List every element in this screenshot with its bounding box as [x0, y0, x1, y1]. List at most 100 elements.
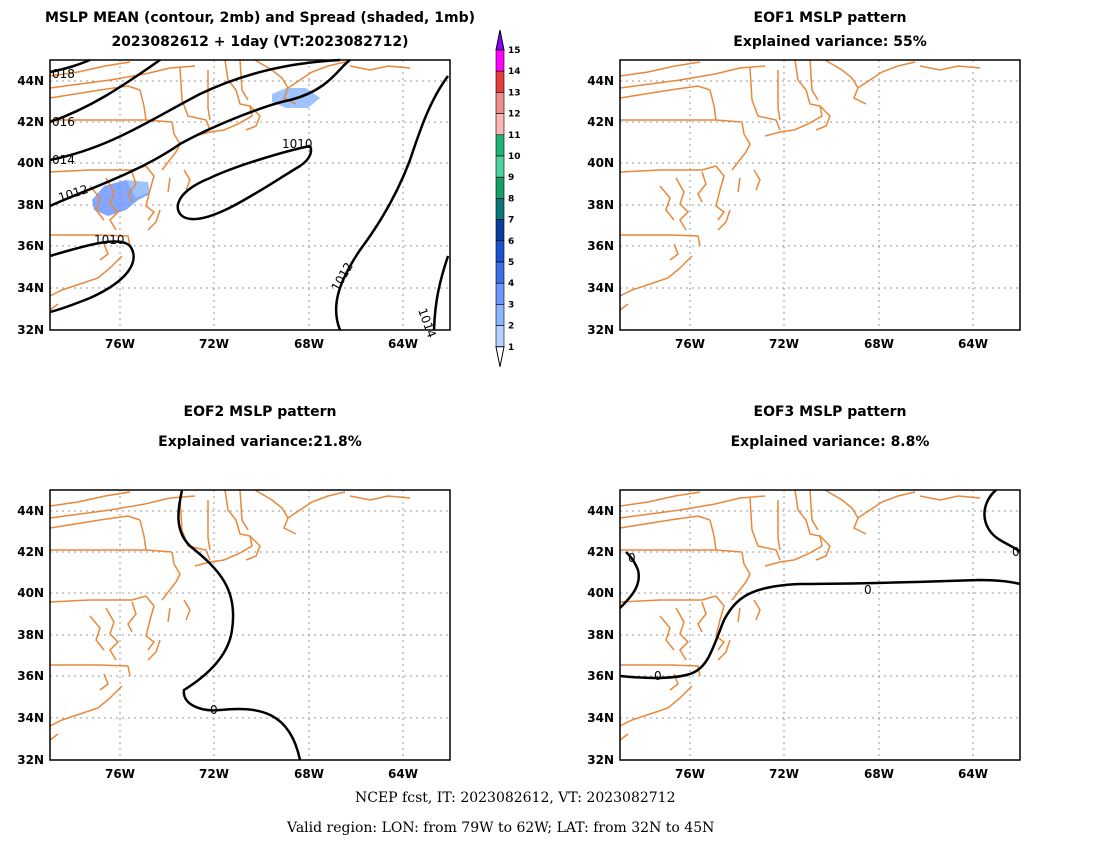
lat-tick-label: 36N	[587, 669, 614, 683]
colorbar-swatch	[495, 176, 505, 199]
colorbar-level-label: 11	[508, 131, 521, 141]
colorbar-swatch	[495, 155, 505, 178]
lat-tick-label: 38N	[17, 628, 44, 642]
lat-tick-label: 38N	[17, 198, 44, 212]
contour-1016	[49, 58, 161, 124]
contour-1010-left	[49, 240, 135, 314]
contour-1018	[49, 58, 91, 74]
lon-tick-label: 72W	[199, 767, 229, 781]
lon-tick-label: 72W	[769, 337, 799, 351]
axis-labels: 76W 72W 68W 64W 44N 42N 40N 38N 36N 34N 32N 76W 72W 6…	[17, 74, 988, 781]
colorbar-level-label: 15	[508, 46, 521, 56]
colorbar-level-label: 10	[508, 152, 521, 162]
lon-tick-label: 68W	[294, 337, 324, 351]
contour-label: 0	[864, 583, 872, 597]
lon-tick-label: 68W	[864, 337, 894, 351]
panel-title-mean-line1: MSLP MEAN (contour, 2mb) and Spread (sha…	[45, 10, 475, 26]
panel-title-eof2-line2: Explained variance:21.8%	[158, 434, 362, 450]
colorbar-swatch	[495, 240, 505, 263]
colorbar-swatch	[495, 92, 505, 114]
lat-tick-label: 40N	[17, 586, 44, 600]
lat-tick-label: 42N	[587, 545, 614, 559]
panel-title-mean-line2: 2023082612 + 1day (VT:2023082712)	[111, 34, 409, 50]
contour-1012-right	[334, 75, 450, 331]
colorbar-swatch	[495, 198, 505, 220]
lon-tick-label: 68W	[294, 767, 324, 781]
lon-tick-label: 64W	[388, 767, 418, 781]
contour-label: 0	[210, 703, 218, 717]
contour-1010-center	[176, 144, 313, 221]
spread-shading-west-outer	[126, 180, 150, 198]
lat-tick-label: 36N	[17, 239, 44, 253]
colorbar-level-label: 14	[508, 67, 521, 77]
colorbar-level-label: 2	[508, 322, 514, 332]
contour-label: 1010	[282, 137, 313, 151]
lon-tick-label: 72W	[199, 337, 229, 351]
contour-1012-left	[49, 58, 351, 208]
colorbar-swatch	[495, 304, 505, 326]
lon-tick-label: 76W	[675, 767, 705, 781]
lat-tick-label: 44N	[17, 504, 44, 518]
contour-label: 016	[52, 115, 75, 129]
colorbar-level-label: 13	[508, 88, 521, 98]
colorbar-level-label: 1	[508, 343, 514, 353]
colorbar-level-label: 3	[508, 300, 514, 310]
footer-line-2: Valid region: LON: from 79W to 62W; LAT:…	[287, 820, 715, 836]
contour-zero	[177, 489, 302, 761]
colorbar-swatch	[495, 113, 505, 136]
lat-tick-label: 44N	[17, 74, 44, 88]
lat-tick-label: 32N	[17, 753, 44, 767]
contour-zero-west	[619, 551, 641, 609]
contour-label: 1010	[94, 233, 125, 247]
panel-title-eof3-line1: EOF3 MSLP pattern	[753, 404, 907, 420]
colorbar-swatch	[495, 261, 505, 284]
lat-tick-label: 36N	[17, 669, 44, 683]
contour-zero-main	[619, 578, 1021, 680]
lon-tick-label: 64W	[958, 337, 988, 351]
panel-mslp-mean: 018 016 014 1012 1010 1010 1012 1014	[49, 58, 451, 340]
colorbar-bottom-arrow	[495, 346, 505, 367]
contour-label: 018	[52, 67, 75, 81]
panel-eof2: 0	[49, 489, 451, 761]
lon-tick-label: 64W	[388, 337, 418, 351]
contour-label: 0	[628, 551, 636, 565]
colorbar-top-arrow	[495, 29, 505, 51]
lat-tick-label: 42N	[587, 115, 614, 129]
colorbar-swatch	[495, 70, 505, 93]
lat-tick-label: 42N	[17, 115, 44, 129]
colorbar-level-label: 7	[508, 216, 514, 226]
lat-tick-label: 34N	[17, 281, 44, 295]
colorbar-level-label: 5	[508, 258, 514, 268]
panel-title-eof2-line1: EOF2 MSLP pattern	[183, 404, 337, 420]
lat-tick-label: 38N	[587, 628, 614, 642]
colorbar-level-label: 12	[508, 110, 521, 120]
lat-tick-label: 34N	[17, 711, 44, 725]
colorbar-level-label: 9	[508, 173, 514, 183]
colorbar-swatch	[495, 325, 505, 348]
lat-tick-label: 34N	[587, 281, 614, 295]
lon-tick-label: 76W	[105, 337, 135, 351]
lat-tick-label: 40N	[587, 586, 614, 600]
footer-line-1: NCEP fcst, IT: 2023082612, VT: 202308271…	[355, 790, 676, 806]
lat-tick-label: 44N	[587, 74, 614, 88]
contour-1014-right	[432, 255, 450, 331]
contour-zero-east	[983, 489, 1021, 553]
colorbar-swatch	[495, 134, 505, 157]
lon-tick-label: 76W	[105, 767, 135, 781]
colorbar-swatch	[495, 219, 505, 242]
contour-label: 0	[654, 669, 662, 683]
lat-tick-label: 32N	[17, 323, 44, 337]
lat-tick-label: 32N	[587, 323, 614, 337]
contour-label: 1012	[57, 182, 90, 205]
colorbar-level-label: 8	[508, 194, 514, 204]
panel-eof3: 0 0 0 0	[619, 489, 1021, 761]
lon-tick-label: 64W	[958, 767, 988, 781]
lat-tick-label: 42N	[17, 545, 44, 559]
lat-tick-label: 40N	[17, 156, 44, 170]
contour-label: 0	[1012, 545, 1020, 559]
panel-title-eof3-line2: Explained variance: 8.8%	[730, 434, 930, 450]
lon-tick-label: 76W	[675, 337, 705, 351]
lat-tick-label: 40N	[587, 156, 614, 170]
